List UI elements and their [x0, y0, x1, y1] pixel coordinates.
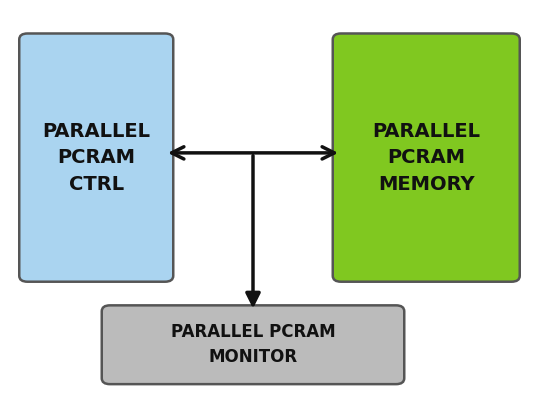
Text: PARALLEL
PCRAM
CTRL: PARALLEL PCRAM CTRL: [42, 122, 150, 193]
FancyBboxPatch shape: [19, 33, 173, 282]
Text: PARALLEL
PCRAM
MEMORY: PARALLEL PCRAM MEMORY: [372, 122, 480, 193]
FancyBboxPatch shape: [333, 33, 520, 282]
Text: PARALLEL PCRAM
MONITOR: PARALLEL PCRAM MONITOR: [170, 323, 336, 366]
FancyBboxPatch shape: [102, 305, 404, 384]
